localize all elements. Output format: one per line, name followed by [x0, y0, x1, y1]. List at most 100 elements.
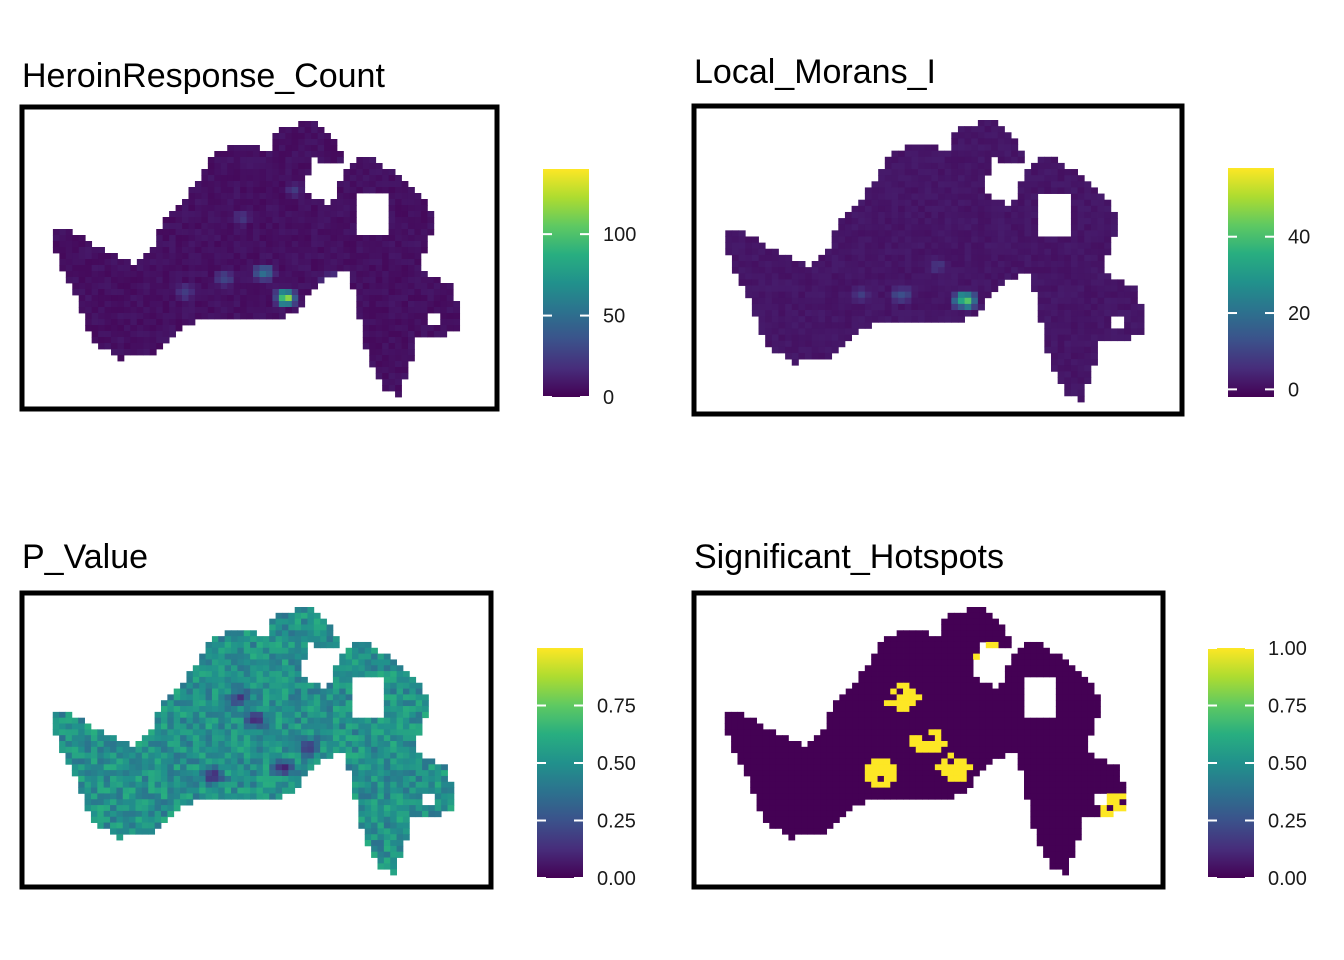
- map-cell: [991, 261, 999, 268]
- map-cell: [388, 175, 396, 182]
- map-cell: [65, 746, 73, 754]
- map-cell: [1037, 156, 1045, 164]
- map-cell: [745, 267, 753, 274]
- map-cell: [924, 211, 932, 219]
- map-cell: [441, 781, 448, 789]
- map-cell: [864, 682, 872, 689]
- map-cell: [240, 175, 247, 182]
- map-cell: [84, 741, 92, 748]
- map-cell: [858, 717, 866, 724]
- map-cell: [731, 254, 739, 262]
- map-cell: [256, 659, 264, 666]
- map-cell: [148, 805, 156, 812]
- map-cell: [1064, 236, 1072, 244]
- map-cell: [805, 328, 813, 335]
- map-cell: [896, 665, 904, 672]
- map-cell: [156, 235, 164, 242]
- map-cell: [915, 659, 923, 666]
- map-cell: [1090, 352, 1098, 360]
- map-cell: [352, 764, 359, 771]
- map-cell: [269, 688, 277, 695]
- map-cell: [407, 217, 415, 224]
- map-cell: [192, 711, 200, 719]
- map-cell: [371, 665, 378, 672]
- map-cell: [966, 624, 974, 631]
- map-cell: [123, 277, 131, 284]
- map-cell: [330, 229, 338, 236]
- map-cell: [977, 181, 985, 188]
- map-cell: [1064, 359, 1072, 366]
- map-cell: [918, 242, 926, 250]
- map-cell: [313, 630, 321, 637]
- map-cell: [1062, 729, 1069, 736]
- map-cell: [984, 132, 992, 139]
- map-cell: [390, 775, 397, 783]
- map-cell: [259, 151, 267, 158]
- map-cell: [182, 205, 189, 212]
- map-cell: [224, 706, 232, 713]
- map-cell: [738, 273, 746, 280]
- map-cell: [765, 297, 773, 305]
- map-cell: [231, 793, 238, 800]
- map-cell: [947, 653, 955, 660]
- map-cell: [813, 752, 821, 759]
- map-cell: [167, 775, 175, 783]
- map-cell: [1077, 322, 1085, 329]
- map-cell: [420, 313, 428, 320]
- map-cell: [111, 313, 118, 320]
- map-cell: [356, 265, 364, 272]
- map-cell: [420, 277, 428, 284]
- map-cell: [324, 145, 331, 152]
- map-cell: [898, 199, 906, 207]
- map-cell: [201, 277, 209, 284]
- map-cell: [90, 741, 98, 748]
- map-cell: [186, 676, 194, 684]
- map-cell: [911, 205, 919, 213]
- map-cell: [1084, 297, 1092, 305]
- map-cell: [240, 265, 247, 272]
- map-cell: [858, 694, 866, 701]
- map-cell: [231, 711, 238, 719]
- map-cell: [1097, 242, 1105, 250]
- map-cell: [984, 279, 992, 286]
- map-cell: [104, 325, 112, 332]
- map-cell: [1097, 230, 1105, 237]
- map-cell: [272, 229, 280, 236]
- map-cell: [194, 199, 202, 206]
- map-cell: [192, 746, 200, 754]
- map-cell: [1084, 340, 1092, 348]
- map-cell: [188, 229, 196, 236]
- map-cell: [104, 331, 112, 338]
- map-cell: [1004, 636, 1012, 643]
- map-cell: [934, 700, 942, 707]
- map-cell: [991, 236, 999, 244]
- map-cell: [957, 261, 965, 268]
- map-cell: [407, 235, 415, 242]
- map-cell: [307, 700, 315, 707]
- map-cell: [192, 764, 200, 771]
- map-cell: [409, 805, 417, 812]
- map-cell: [997, 138, 1005, 145]
- map-cell: [966, 700, 974, 707]
- map-cell: [1077, 297, 1085, 305]
- map-cell: [224, 793, 232, 800]
- map-cell: [59, 741, 66, 748]
- map-cell: [911, 267, 919, 274]
- map-cell: [414, 259, 422, 266]
- map-cell: [250, 682, 257, 689]
- map-cell: [265, 235, 273, 242]
- map-cell: [985, 729, 993, 736]
- map-cell: [91, 283, 99, 290]
- map-cell: [294, 717, 302, 724]
- map-cell: [160, 706, 168, 713]
- map-cell: [904, 218, 912, 225]
- map-cell: [1057, 291, 1065, 299]
- map-cell: [884, 267, 892, 274]
- map-cell: [960, 641, 968, 649]
- map-cell: [98, 343, 105, 350]
- map-cell: [135, 775, 143, 783]
- map-cell: [1057, 187, 1065, 194]
- map-cell: [243, 770, 251, 777]
- map-cell: [214, 211, 222, 218]
- map-cell: [775, 758, 783, 765]
